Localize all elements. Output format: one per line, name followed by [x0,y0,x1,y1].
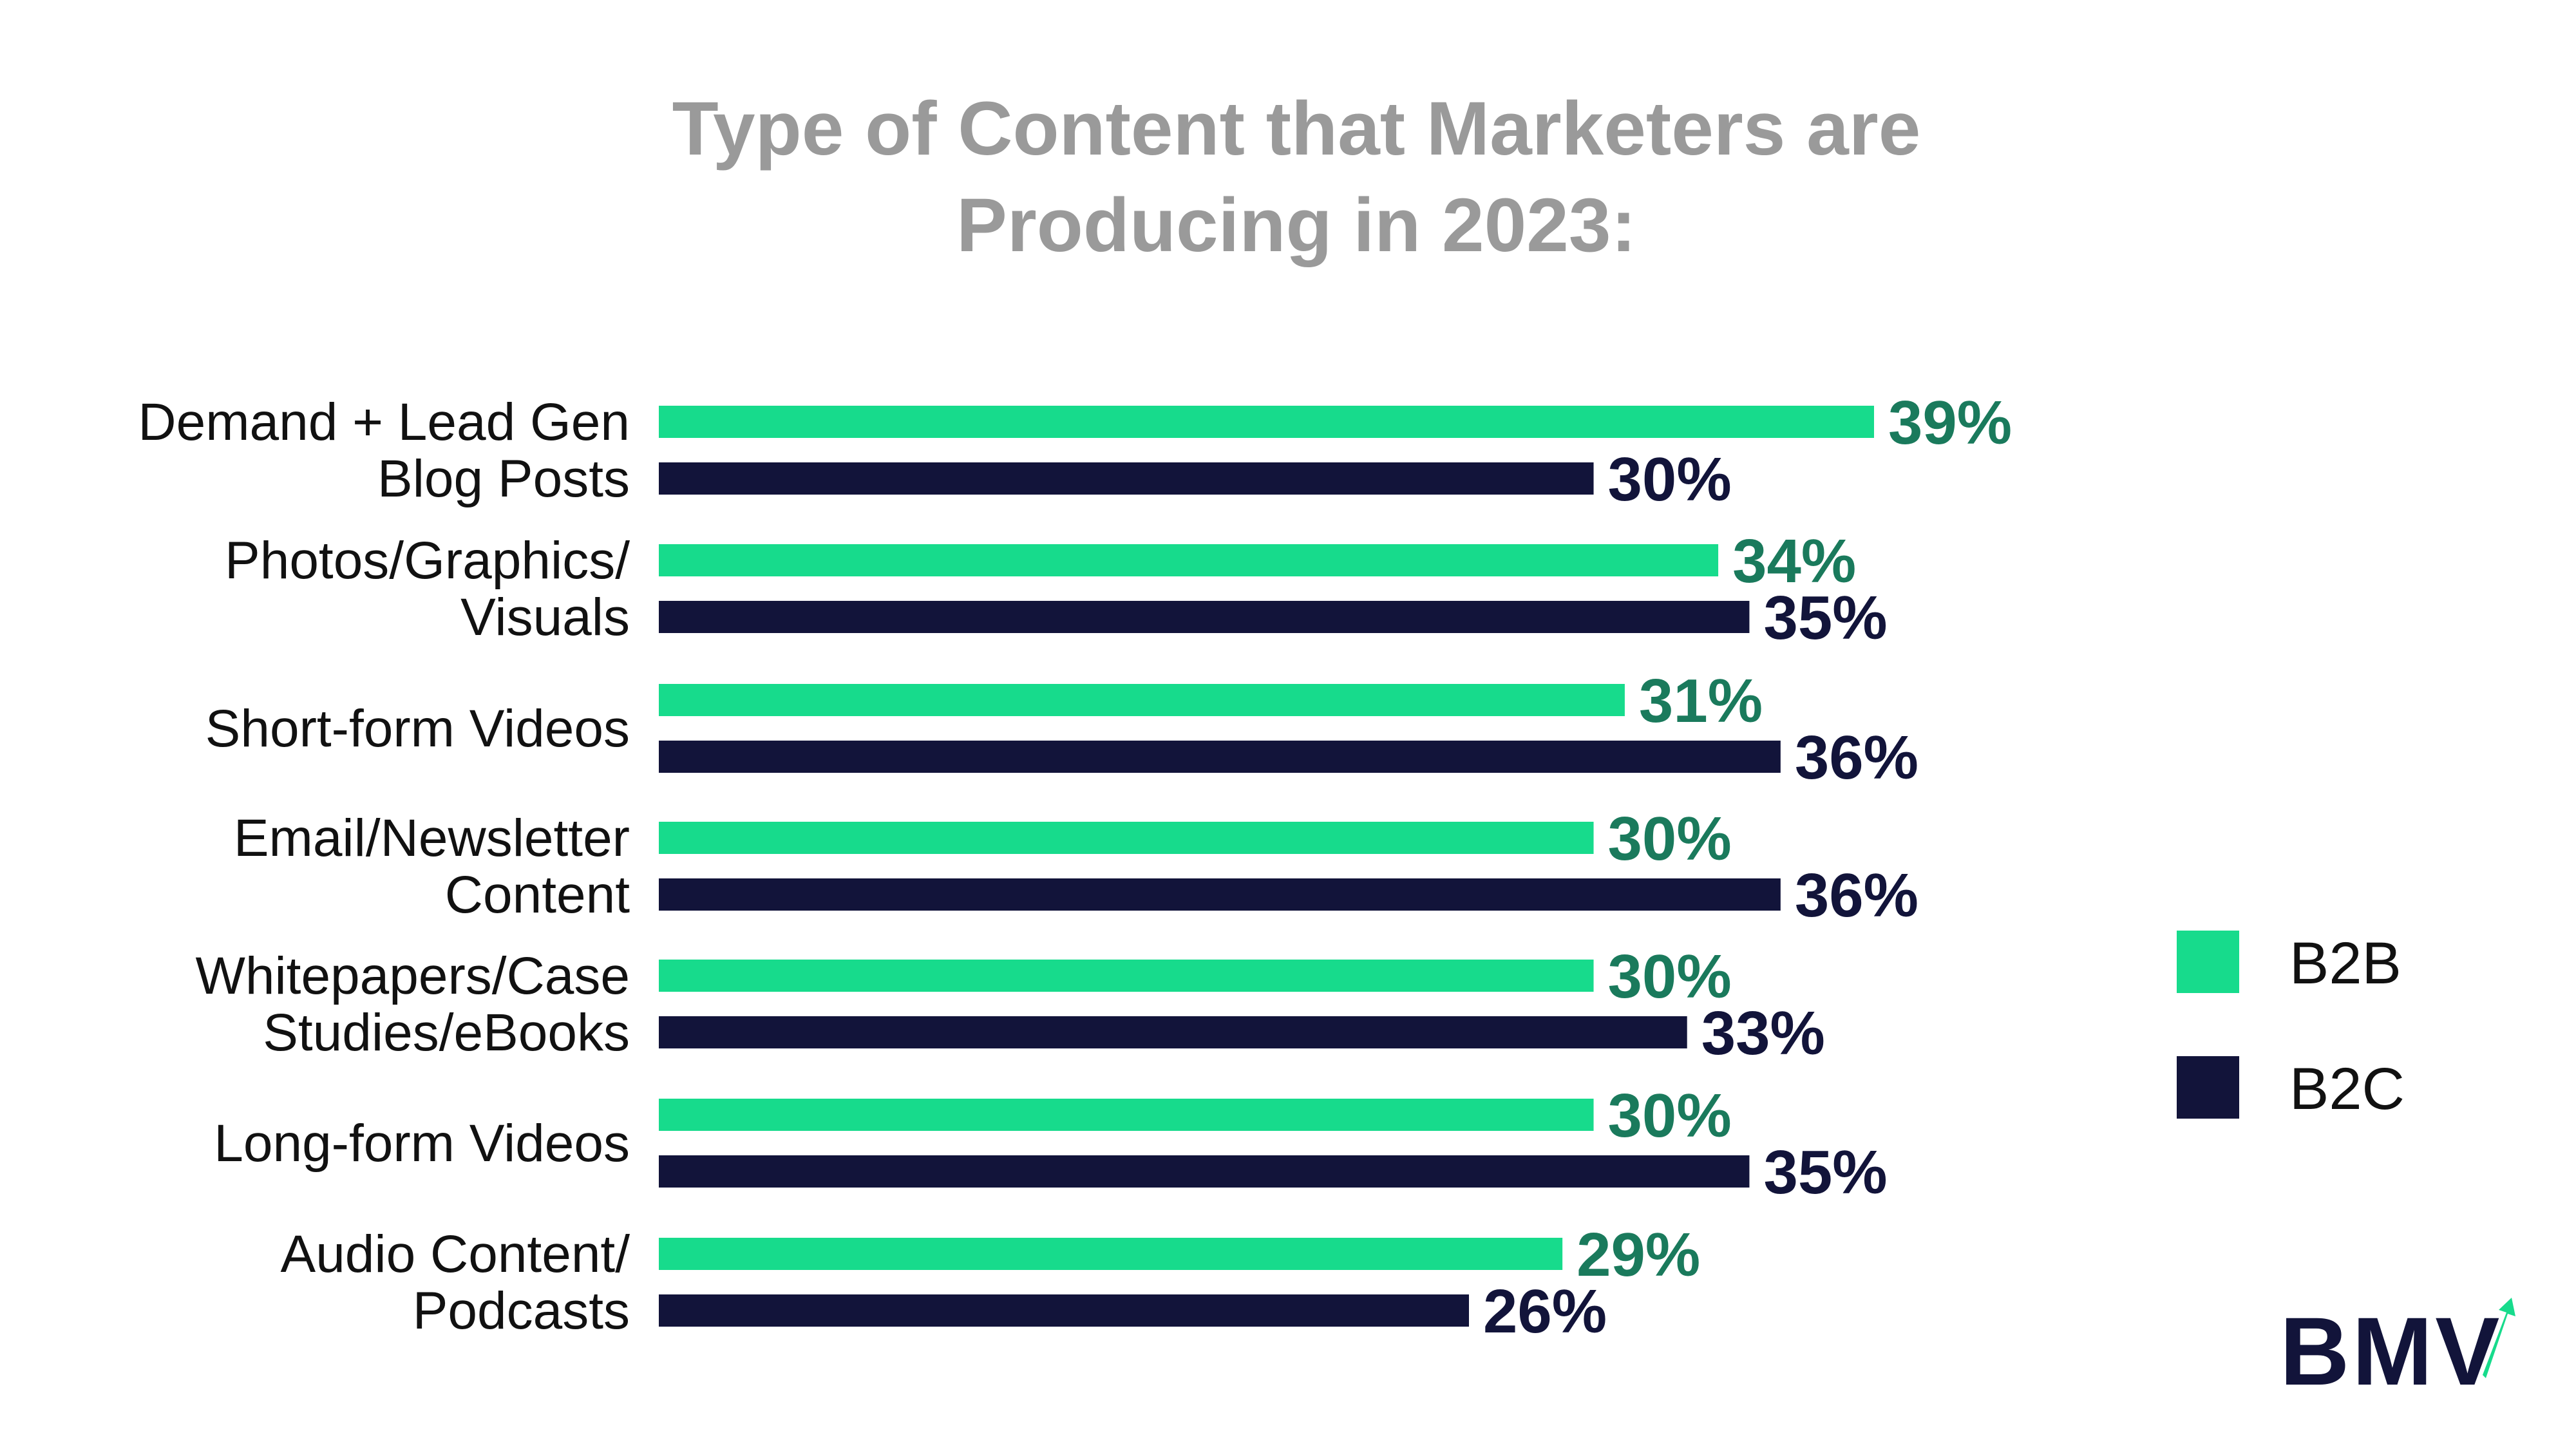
legend-swatch-b2c [2177,1056,2239,1119]
legend-swatch-b2b [2177,931,2239,993]
value-labels: 39%30%34%35%31%36%30%36%30%33%30%35%29%2… [1483,388,2012,1346]
bar-b2c [659,1155,1750,1188]
logo-arrow-icon [2483,1298,2515,1378]
category-label: Demand + Lead Gen [138,393,630,451]
bar-b2b [659,544,1719,576]
value-label-b2b: 30% [1608,942,1732,1011]
bar-b2b [659,1238,1563,1270]
value-label-b2b: 34% [1732,527,1856,596]
value-label-b2b: 30% [1608,1081,1732,1150]
value-label-b2b: 29% [1577,1220,1700,1289]
value-label-b2c: 33% [1701,999,1825,1068]
bar-b2b [659,406,1874,438]
category-label: Podcasts [413,1282,630,1340]
bar-b2c [659,741,1781,773]
value-label-b2b: 30% [1608,804,1732,873]
chart-title: Type of Content that Marketers are Produc… [672,86,1921,268]
category-label: Email/Newsletter [234,809,630,867]
bar-b2b [659,822,1594,854]
category-label: Studies/eBooks [263,1003,630,1062]
legend: B2B B2C [2177,931,2405,1122]
category-label: Audio Content/ [281,1225,630,1283]
category-label: Short-form Videos [205,699,630,758]
chart-title-line-2: Producing in 2023: [956,183,1636,268]
logo: BMV [2280,1297,2515,1405]
bar-b2c [659,601,1750,633]
bar-b2b [659,960,1594,992]
value-label-b2b: 39% [1888,388,2012,457]
bar-b2c [659,1016,1687,1048]
bar-b2c [659,1294,1469,1327]
value-label-b2c: 35% [1763,1138,1887,1207]
bars [659,406,1874,1327]
category-label: Visuals [460,588,630,647]
value-label-b2b: 31% [1639,667,1763,735]
value-label-b2c: 30% [1608,445,1732,514]
category-label: Photos/Graphics/ [225,531,630,590]
legend-label-b2c: B2C [2289,1056,2405,1122]
category-label: Blog Posts [377,450,630,508]
value-label-b2c: 36% [1795,723,1918,792]
category-label: Long-form Videos [214,1114,630,1173]
bar-b2c [659,878,1781,911]
category-label: Whitepapers/Case [195,947,630,1005]
value-label-b2c: 35% [1763,583,1887,652]
bar-b2b [659,684,1625,716]
logo-text: BMV [2280,1297,2502,1405]
value-label-b2c: 26% [1483,1277,1607,1346]
bar-b2b [659,1099,1594,1131]
legend-label-b2b: B2B [2289,931,2401,996]
chart-title-line-1: Type of Content that Marketers are [672,86,1921,171]
bar-b2c [659,462,1594,495]
category-label: Content [445,866,630,924]
value-label-b2c: 36% [1795,861,1918,930]
